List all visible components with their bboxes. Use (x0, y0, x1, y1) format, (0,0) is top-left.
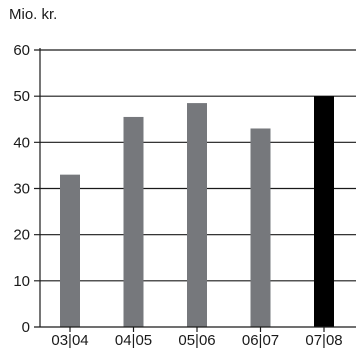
y-tick-label-10: 10 (13, 273, 30, 290)
bar-05-06 (187, 103, 207, 327)
y-tick-labels: 0 10 20 30 40 50 60 (13, 42, 30, 336)
x-tick-label-05-06: 05|06 (178, 332, 215, 349)
y-tick-label-40: 40 (13, 134, 30, 151)
bar-03-04 (60, 174, 80, 327)
bars (60, 96, 334, 328)
y-tick-label-20: 20 (13, 227, 30, 244)
y-tick-label-50: 50 (13, 88, 30, 105)
y-axis-unit-label: Mio. kr. (9, 6, 58, 23)
y-tick-label-0: 0 (22, 319, 30, 336)
bar-04-05 (123, 116, 144, 327)
x-tick-labels: 03|04 04|05 05|06 06|07 07|08 (51, 332, 342, 349)
y-tick-label-60: 60 (13, 42, 30, 59)
x-tick-label-03-04: 03|04 (51, 332, 88, 349)
axes (34, 48, 356, 332)
x-tick-label-06-07: 06|07 (242, 332, 279, 349)
x-tick-label-04-05: 04|05 (115, 332, 152, 349)
x-tick-label-07-08: 07|08 (305, 332, 342, 349)
bar-06-07 (250, 128, 271, 327)
y-tick-label-30: 30 (13, 181, 30, 198)
bar-07-08 (314, 96, 334, 328)
